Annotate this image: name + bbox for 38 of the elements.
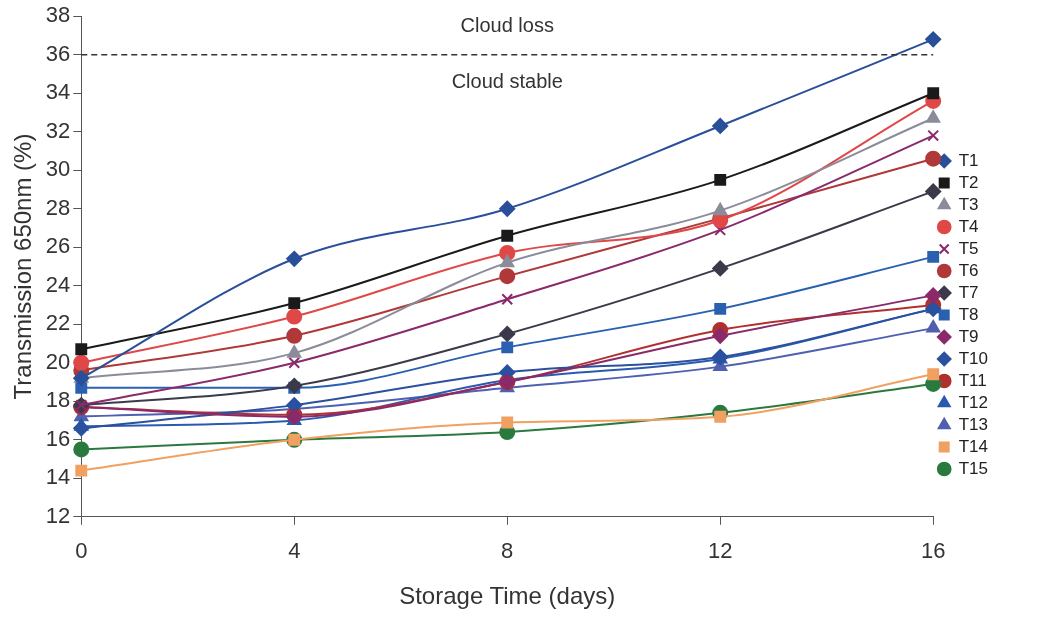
y-tick-label: 16 bbox=[45, 425, 71, 451]
legend-label: T8 bbox=[958, 304, 979, 324]
legend-label: T12 bbox=[958, 392, 988, 412]
legend-label: T15 bbox=[958, 458, 988, 478]
y-tick-label: 38 bbox=[45, 2, 71, 28]
y-tick-label: 22 bbox=[45, 310, 71, 336]
x-tick-label: 4 bbox=[288, 538, 301, 564]
y-tick-label: 30 bbox=[45, 156, 71, 182]
y-tick-label: 32 bbox=[45, 117, 71, 143]
legend-label: T11 bbox=[958, 370, 987, 390]
y-tick-label: 26 bbox=[45, 233, 71, 259]
x-tick-label: 8 bbox=[501, 538, 514, 564]
y-tick-label: 12 bbox=[45, 502, 71, 528]
annotation: Cloud stable bbox=[451, 70, 563, 93]
legend-label: T9 bbox=[958, 326, 979, 346]
y-tick-label: 20 bbox=[45, 348, 71, 374]
legend-label: T3 bbox=[958, 194, 979, 214]
x-tick-label: 16 bbox=[920, 538, 946, 564]
legend-label: T10 bbox=[958, 348, 988, 368]
y-tick-label: 18 bbox=[45, 387, 71, 413]
x-tick-label: 0 bbox=[75, 538, 88, 564]
legend-label: T4 bbox=[958, 216, 979, 236]
legend-label: T7 bbox=[958, 282, 979, 302]
legend-label: T2 bbox=[958, 172, 979, 192]
annotation: Cloud loss bbox=[460, 14, 554, 37]
y-tick-label: 24 bbox=[45, 271, 71, 297]
x-tick-label: 12 bbox=[707, 538, 733, 564]
legend-label: T5 bbox=[958, 238, 979, 258]
y-tick-label: 36 bbox=[45, 40, 71, 66]
y-tick-label: 14 bbox=[45, 464, 71, 490]
legend-label: T1 bbox=[958, 150, 979, 170]
legend-label: T6 bbox=[958, 260, 979, 280]
x-axis-title: Storage Time (days) bbox=[399, 582, 616, 610]
y-tick-label: 34 bbox=[45, 79, 71, 105]
y-tick-label: 28 bbox=[45, 194, 71, 220]
legend-label: T13 bbox=[958, 414, 988, 434]
legend-label: T14 bbox=[958, 436, 988, 456]
y-axis-title: Transmission 650nm (%) bbox=[9, 133, 37, 400]
